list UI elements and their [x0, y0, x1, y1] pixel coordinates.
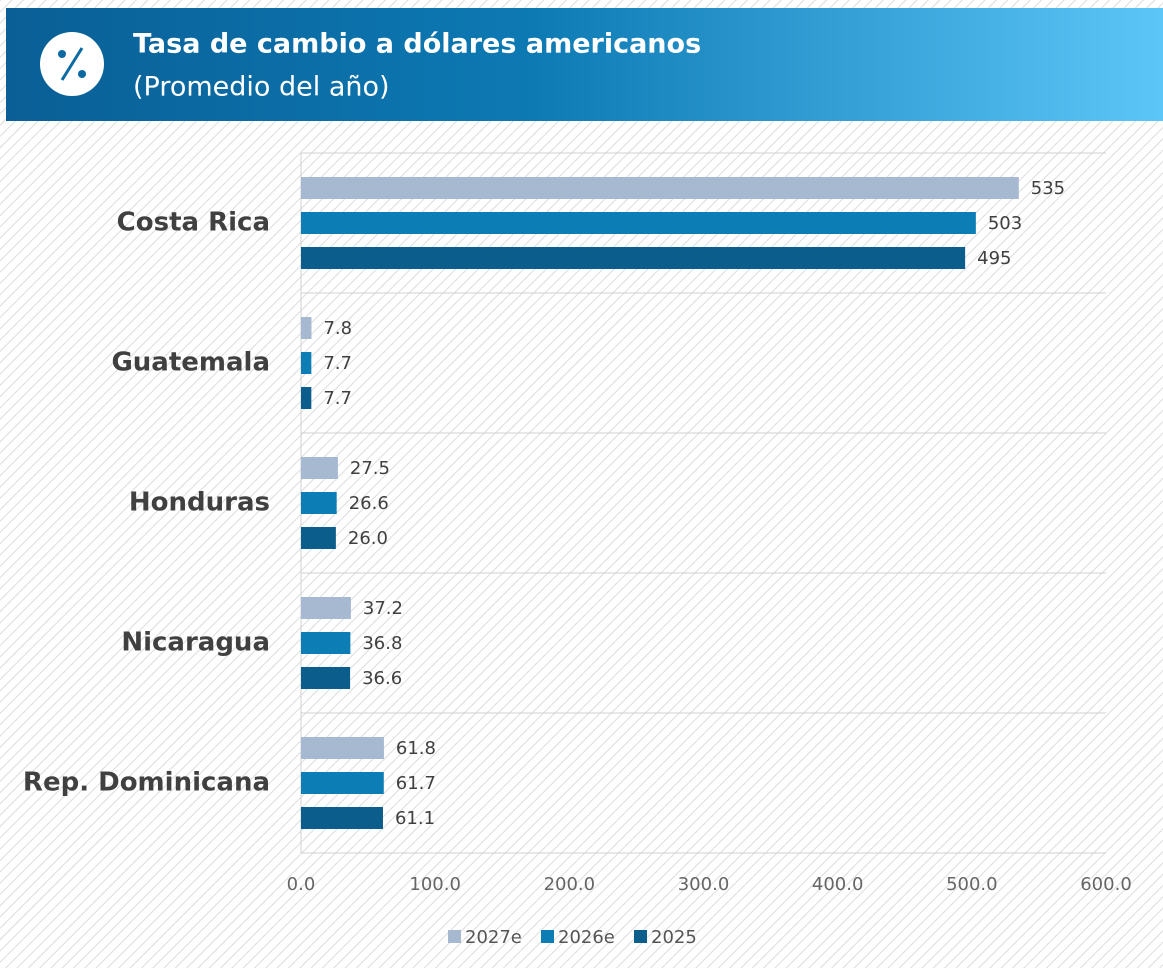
value-label: 495 [977, 248, 1011, 269]
bar [301, 457, 338, 479]
legend-label: 2025 [651, 927, 697, 948]
bar [301, 317, 312, 339]
value-label: 37.2 [363, 598, 403, 619]
x-tick-label: 300.0 [678, 874, 730, 895]
value-label: 26.0 [348, 528, 388, 549]
x-tick-label: 400.0 [812, 874, 864, 895]
x-tick-label: 0.0 [287, 874, 316, 895]
bar [301, 352, 312, 374]
value-label: 7.7 [323, 353, 352, 374]
bar [301, 387, 312, 409]
x-tick-label: 600.0 [1080, 874, 1132, 895]
x-tick-label: 500.0 [946, 874, 998, 895]
bar [301, 632, 351, 654]
value-label: 535 [1031, 178, 1065, 199]
chart-title: Tasa de cambio a dólares americanos [133, 29, 701, 60]
value-label: 26.6 [349, 493, 389, 514]
legend-swatch [448, 930, 461, 943]
bar [301, 247, 966, 269]
bar [301, 492, 337, 514]
value-label: 503 [988, 213, 1022, 234]
bar [301, 177, 1019, 199]
bar [301, 527, 336, 549]
bar [301, 667, 351, 689]
value-label: 36.8 [362, 633, 402, 654]
value-label: 61.7 [396, 773, 436, 794]
y-tick-label: Honduras [129, 488, 270, 518]
x-tick-label: 100.0 [409, 874, 461, 895]
chart-subtitle: (Promedio del año) [133, 72, 390, 103]
value-label: 61.1 [395, 808, 435, 829]
y-tick-label: Nicaragua [121, 628, 270, 658]
legend-swatch [541, 930, 554, 943]
value-label: 7.7 [323, 388, 352, 409]
value-label: 61.8 [396, 738, 436, 759]
bar [301, 807, 383, 829]
y-tick-label: Costa Rica [117, 208, 270, 238]
legend-label: 2026e [558, 927, 615, 948]
bar [301, 737, 384, 759]
x-tick-label: 200.0 [544, 874, 596, 895]
header [6, 8, 1163, 121]
value-label: 36.6 [362, 668, 402, 689]
legend-label: 2027e [465, 927, 522, 948]
value-label: 27.5 [350, 458, 390, 479]
bar [301, 597, 351, 619]
y-tick-label: Guatemala [111, 348, 270, 378]
percent-icon [58, 47, 86, 81]
y-tick-label: Rep. Dominicana [23, 768, 270, 798]
legend-swatch [634, 930, 647, 943]
value-label: 7.8 [323, 318, 352, 339]
bar [301, 212, 976, 234]
bar [301, 772, 384, 794]
